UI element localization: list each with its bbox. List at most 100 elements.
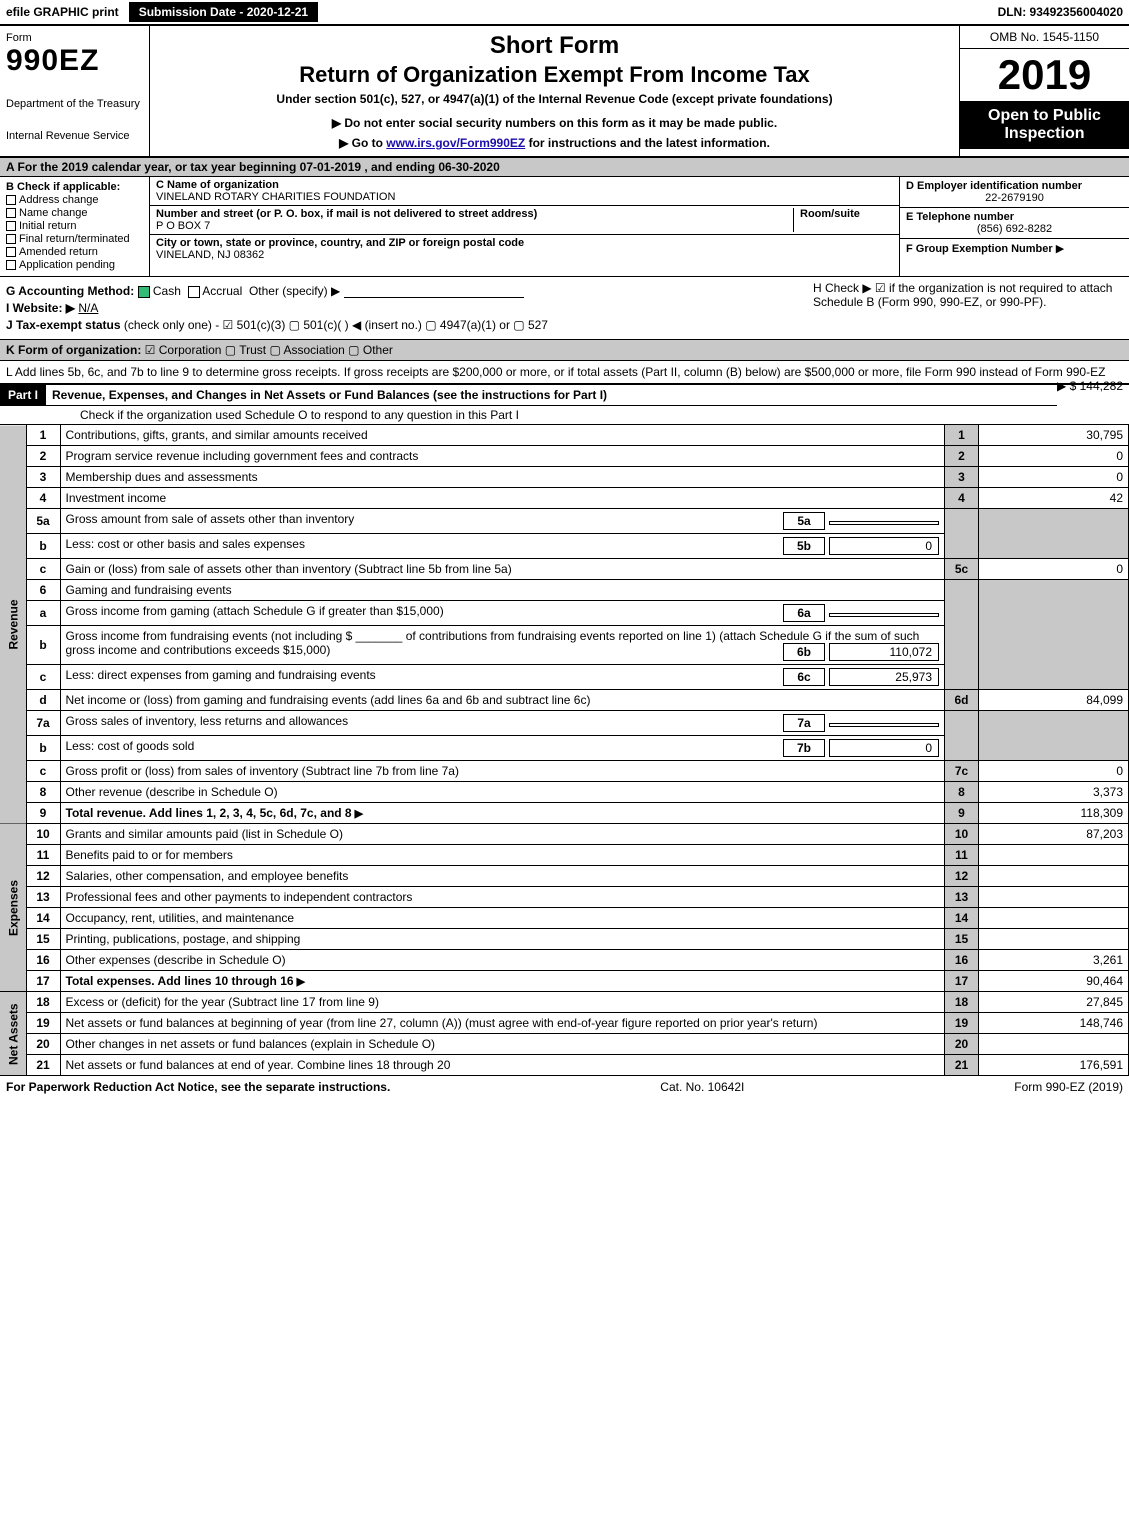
sub-amt: 25,973: [829, 668, 939, 686]
cash-label: Cash: [153, 284, 181, 298]
omb-number: OMB No. 1545-1150: [960, 26, 1129, 49]
revenue-side-label: Revenue: [0, 425, 26, 824]
dln-label: DLN: 93492356004020: [998, 5, 1123, 19]
cb-address-change[interactable]: Address change: [6, 194, 143, 206]
ssn-notice: ▶ Do not enter social security numbers o…: [160, 116, 949, 130]
line-box: 18: [945, 992, 979, 1013]
line-desc: Occupancy, rent, utilities, and maintena…: [60, 908, 945, 929]
grey-cell: [979, 509, 1129, 559]
cash-checkbox[interactable]: [138, 286, 150, 298]
ein-label: D Employer identification number: [906, 180, 1082, 192]
line-amt: [979, 908, 1129, 929]
city-value: VINELAND, NJ 08362: [156, 249, 264, 261]
accrual-checkbox[interactable]: [188, 286, 200, 298]
phone-value: (856) 692-8282: [906, 223, 1123, 235]
line-box: 17: [945, 971, 979, 992]
line-desc: Benefits paid to or for members: [60, 845, 945, 866]
line-desc: Gaming and fundraising events: [60, 580, 945, 601]
open-public-badge: Open to Public Inspection: [960, 101, 1129, 149]
line-num: 14: [26, 908, 60, 929]
line-num: a: [26, 601, 60, 626]
line-amt: 0: [979, 559, 1129, 580]
cb-label: Initial return: [19, 220, 76, 232]
line-desc: Printing, publications, postage, and shi…: [60, 929, 945, 950]
line-num: 7a: [26, 711, 60, 736]
line-num: 11: [26, 845, 60, 866]
line-num: 10: [26, 824, 60, 845]
under-section: Under section 501(c), 527, or 4947(a)(1)…: [160, 92, 949, 106]
grey-cell: [979, 711, 1129, 761]
irs-link[interactable]: www.irs.gov/Form990EZ: [386, 136, 525, 150]
line-desc: Contributions, gifts, grants, and simila…: [60, 425, 945, 446]
section-def: D Employer identification number 22-2679…: [899, 177, 1129, 276]
efile-label[interactable]: efile GRAPHIC print: [6, 5, 119, 19]
line-box: 21: [945, 1055, 979, 1076]
line-box: 19: [945, 1013, 979, 1034]
cb-label: Address change: [19, 194, 99, 206]
sub-box: 6c: [783, 668, 825, 686]
part-i-table: Revenue 1 Contributions, gifts, grants, …: [0, 425, 1129, 1076]
cb-final-return[interactable]: Final return/terminated: [6, 233, 143, 245]
sub-amt: 0: [829, 739, 939, 757]
room-label: Room/suite: [800, 208, 860, 220]
goto-pre: ▶ Go to: [339, 136, 386, 150]
line-desc: Gross profit or (loss) from sales of inv…: [60, 761, 945, 782]
org-name: VINELAND ROTARY CHARITIES FOUNDATION: [156, 191, 395, 203]
line-amt: 176,591: [979, 1055, 1129, 1076]
submission-date-badge: Submission Date - 2020-12-21: [129, 2, 318, 22]
line-desc-text: Less: direct expenses from gaming and fu…: [66, 668, 376, 682]
city-label: City or town, state or province, country…: [156, 237, 524, 249]
other-label: Other (specify) ▶: [249, 284, 340, 298]
cb-application-pending[interactable]: Application pending: [6, 259, 143, 271]
line-num: 16: [26, 950, 60, 971]
line-desc-text: Less: cost of goods sold: [66, 739, 195, 753]
line-box: 3: [945, 467, 979, 488]
line-num: 13: [26, 887, 60, 908]
sub-amt: [829, 613, 939, 617]
line-box: 2: [945, 446, 979, 467]
other-specify-input[interactable]: [344, 284, 524, 298]
line-amt: 0: [979, 761, 1129, 782]
form-of-org-label: K Form of organization:: [6, 343, 141, 357]
line-num: 9: [26, 803, 60, 824]
return-title: Return of Organization Exempt From Incom…: [160, 62, 949, 88]
expenses-side-label: Expenses: [0, 824, 26, 992]
line-desc: Membership dues and assessments: [60, 467, 945, 488]
line-desc: Gross income from gaming (attach Schedul…: [60, 601, 945, 626]
line-amt: [979, 866, 1129, 887]
line-num: 1: [26, 425, 60, 446]
entity-block: B Check if applicable: Address change Na…: [0, 177, 1129, 277]
line-num: 17: [26, 971, 60, 992]
line-desc: Investment income: [60, 488, 945, 509]
sub-amt: 0: [829, 537, 939, 555]
section-b: B Check if applicable: Address change Na…: [0, 177, 150, 276]
sub-box: 6b: [783, 643, 825, 661]
cb-label: Name change: [19, 207, 88, 219]
part-i-badge: Part I: [0, 385, 46, 405]
section-h-text: H Check ▶ ☑ if the organization is not r…: [813, 281, 1112, 309]
line-num: 4: [26, 488, 60, 509]
line-amt: 90,464: [979, 971, 1129, 992]
form-word: Form: [6, 32, 143, 44]
line-desc: Salaries, other compensation, and employ…: [60, 866, 945, 887]
line-num: 3: [26, 467, 60, 488]
netassets-side-label: Net Assets: [0, 992, 26, 1076]
cb-name-change[interactable]: Name change: [6, 207, 143, 219]
cb-amended-return[interactable]: Amended return: [6, 246, 143, 258]
grey-cell: [979, 580, 1129, 690]
group-exempt-value: ▶: [1056, 243, 1064, 255]
line-num: 5a: [26, 509, 60, 534]
line-desc: Excess or (deficit) for the year (Subtra…: [60, 992, 945, 1013]
tax-exempt-label: J Tax-exempt status: [6, 318, 121, 332]
goto-notice: ▶ Go to www.irs.gov/Form990EZ for instru…: [160, 136, 949, 150]
line-num: c: [26, 761, 60, 782]
line-a: A For the 2019 calendar year, or tax yea…: [0, 158, 1129, 177]
line-box: 5c: [945, 559, 979, 580]
line-desc: Grants and similar amounts paid (list in…: [60, 824, 945, 845]
form-of-org-text: ☑ Corporation ▢ Trust ▢ Association ▢ Ot…: [145, 343, 393, 357]
part-i-title: Revenue, Expenses, and Changes in Net As…: [46, 385, 613, 405]
line-desc: Gross amount from sale of assets other t…: [60, 509, 945, 534]
dept-irs: Internal Revenue Service: [6, 130, 143, 142]
cb-initial-return[interactable]: Initial return: [6, 220, 143, 232]
ein-value: 22-2679190: [906, 192, 1123, 204]
